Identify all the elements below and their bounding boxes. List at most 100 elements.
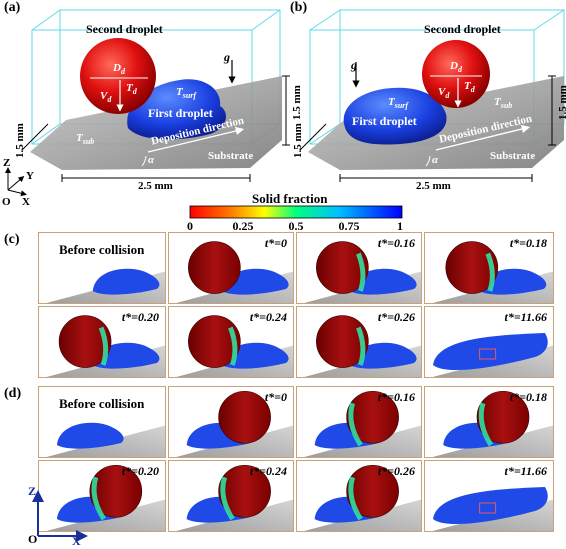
gravity-label-a: g	[224, 50, 230, 64]
first-droplet	[92, 268, 160, 295]
second-droplet	[188, 241, 241, 294]
panel-label-c: (c)	[4, 232, 20, 247]
second-droplet	[346, 390, 399, 444]
width-label-b: 2.5 mm	[416, 180, 451, 192]
simulation-scene	[304, 315, 421, 377]
time-label: t*=0.18	[509, 390, 547, 404]
second-droplet	[89, 464, 143, 518]
time-label: t*=0.18	[509, 236, 547, 250]
time-label: t*=0.24	[249, 464, 287, 478]
simulation-frame: t*=0	[168, 386, 294, 458]
td-label-b: Td	[464, 80, 475, 95]
time-label: t*=0.26	[377, 310, 415, 324]
simulation-frame: t*=0	[168, 232, 294, 304]
solidification-front	[348, 402, 363, 447]
colorbar-tick: 1	[397, 219, 403, 233]
second-droplet	[445, 241, 499, 294]
simulation-scene	[432, 487, 553, 531]
alpha-label-b: α	[432, 154, 439, 166]
colorbar-tick: 0.25	[232, 219, 254, 233]
before-collision-label: Before collision	[59, 242, 145, 257]
axis-x-label: X	[22, 196, 30, 208]
simulation-frame: t*=0.18	[424, 386, 554, 458]
colorbar-tick: 0.75	[338, 219, 360, 233]
simulation-scene	[432, 390, 553, 457]
colorbar	[189, 205, 403, 219]
simulation-frame: t*=11.66	[424, 460, 554, 532]
simulation-frame: t*=0.16	[296, 232, 422, 304]
second-droplet	[316, 315, 369, 368]
simulation-frame: t*=0.26	[296, 460, 422, 532]
first-droplet	[433, 333, 548, 371]
simulation-frame: t*=0.20	[38, 460, 166, 532]
substrate-label-a: Substrate	[208, 150, 254, 162]
time-label: t*=0	[264, 236, 287, 250]
simulation-frame: t*=0.24	[168, 306, 294, 378]
simulation-scene	[46, 422, 165, 457]
solidification-front	[91, 476, 106, 521]
colorbar-tick: 0	[187, 219, 193, 233]
simulation-frame: t*=0.26	[296, 306, 422, 378]
height-label-a-2: 1.5 mm	[291, 85, 303, 120]
second-droplet-a	[80, 38, 156, 114]
td-label-a: Td	[126, 82, 137, 97]
solidification-front	[228, 326, 238, 366]
time-label: t*=0.20	[121, 310, 159, 324]
second-droplet	[476, 390, 530, 444]
time-label: t*=11.66	[504, 310, 547, 324]
simulation-scene	[46, 464, 165, 531]
panel-label-a: (a)	[4, 0, 21, 15]
depth-label-a: 1.5 mm	[14, 123, 26, 158]
gravity-label-b: g	[351, 58, 357, 72]
second-droplet	[58, 315, 112, 368]
simulation-scene	[432, 241, 553, 303]
first-droplet	[433, 487, 548, 525]
tsurf-label-b: Tsurf	[388, 96, 409, 111]
dd-label-b: Dd	[450, 60, 462, 75]
solidification-front	[98, 326, 109, 366]
simulation-frame: t*=0.20	[38, 306, 166, 378]
bottom-axis-z: Z	[28, 484, 37, 498]
alpha-label-a: α	[148, 154, 155, 166]
width-label-a: 2.5 mm	[138, 180, 173, 192]
solidification-front	[356, 252, 366, 292]
panel-label-d: (d)	[4, 386, 22, 401]
solidification-front	[348, 476, 363, 521]
time-label: t*=11.66	[504, 464, 547, 478]
depth-label-b: 1.5 mm	[292, 123, 304, 158]
axis-z-label: Z	[3, 157, 11, 169]
simulation-scene	[304, 464, 421, 531]
second-droplet	[188, 315, 241, 368]
simulation-scene	[46, 268, 165, 303]
tsub-label-b: Tsub	[494, 96, 513, 111]
time-label: t*=0.20	[121, 464, 159, 478]
first-droplet-label-b: First droplet	[352, 114, 417, 128]
height-label-b: 1.5 mm	[557, 85, 566, 120]
bottom-axes	[32, 490, 88, 542]
second-droplet	[218, 464, 271, 518]
time-label: t*=0.16	[377, 390, 415, 404]
second-droplet	[316, 241, 369, 294]
simulation-frame: t*=0.24	[168, 460, 294, 532]
dd-label-a: Dd	[113, 62, 125, 77]
simulation-frame: t*=0.16	[296, 386, 422, 458]
time-label: t*=0.16	[377, 236, 415, 250]
colorbar-title: Solid fraction	[252, 191, 328, 206]
solidification-front	[485, 252, 495, 292]
first-droplet-a	[127, 79, 226, 140]
first-droplet-label-a: First droplet	[148, 106, 213, 120]
time-label: t*=0.24	[249, 310, 287, 324]
origin-label: O	[2, 196, 11, 208]
second-droplet	[218, 390, 271, 444]
simulation-frame: Before collision	[38, 386, 166, 458]
simulation-scene	[46, 315, 165, 377]
tsurf-label-a: Tsurf	[176, 86, 197, 101]
second-droplet	[346, 464, 399, 518]
second-droplet-label-b: Second droplet	[424, 22, 501, 36]
time-label: t*=0.26	[377, 464, 415, 478]
simulation-scene	[432, 333, 553, 377]
axis-y-label: Y	[26, 170, 34, 182]
tsub-label-a: Tsub	[76, 132, 95, 147]
simulation-frame: Before collision	[38, 232, 166, 304]
